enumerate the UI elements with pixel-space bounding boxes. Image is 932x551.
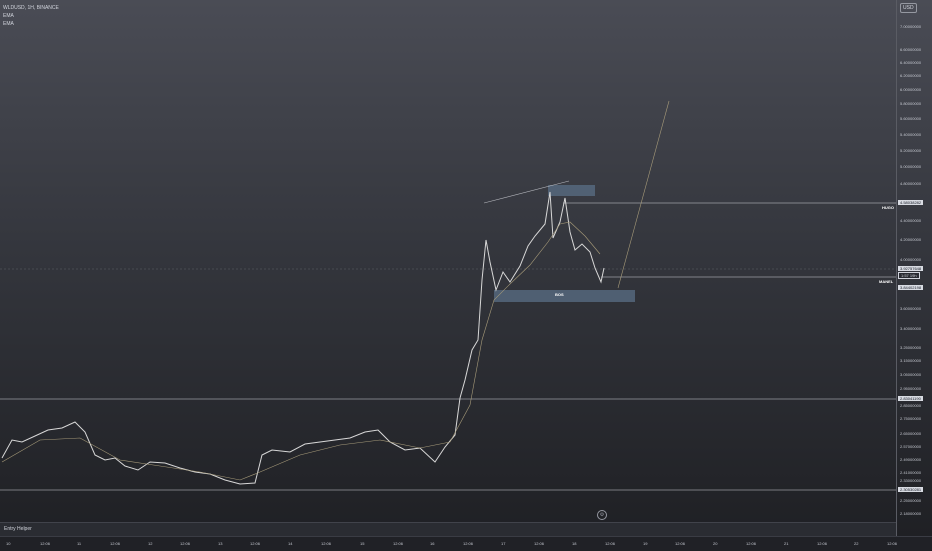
ema-indicator-2[interactable]: EMA [3, 21, 14, 27]
countdown-tag: 1:57 19h [898, 272, 920, 279]
price-tick: 2.57000000 [900, 444, 922, 449]
price-tag-low: 2.30530281 [898, 487, 924, 492]
price-tick: 2.41000000 [900, 470, 922, 475]
time-label: 14 [288, 541, 293, 546]
price-tick: 5.00000000 [900, 164, 922, 169]
time-label: 12 [148, 541, 153, 546]
time-label: 21 [784, 541, 789, 546]
time-label: 13 [218, 541, 223, 546]
time-label: 12:06 [887, 541, 898, 546]
price-tick: 3.25000000 [900, 345, 922, 350]
supply-zone [548, 185, 595, 196]
time-label: 12:06 [40, 541, 51, 546]
time-label: 12:06 [110, 541, 121, 546]
time-label: 12:06 [321, 541, 332, 546]
time-label: 12:06 [463, 541, 474, 546]
price-tick: 6.60000000 [900, 47, 922, 52]
time-label: 12:06 [605, 541, 616, 546]
price-tick: 6.00000000 [900, 87, 922, 92]
time-label: 19 [643, 541, 648, 546]
currency-button[interactable]: USD [900, 3, 917, 13]
price-tick: 2.49000000 [900, 457, 922, 462]
chart-legend: WLDUSD, 1H, BINANCE EMA EMA [3, 4, 59, 28]
price-tick: 3.40000000 [900, 326, 922, 331]
ema-indicator-1[interactable]: EMA [3, 13, 14, 19]
price-tick: 6.20000000 [900, 73, 922, 78]
time-label: 11 [77, 541, 82, 546]
price-tick: 4.80000000 [900, 181, 922, 186]
time-label: 10 [6, 541, 11, 546]
price-tick: 5.40000000 [900, 132, 922, 137]
time-label: 12:06 [534, 541, 545, 546]
time-label: 22 [854, 541, 859, 546]
price-tick: 5.80000000 [900, 101, 922, 106]
price-scale[interactable] [896, 0, 932, 536]
price-tick: 4.40000000 [900, 218, 922, 223]
price-tag-high: 4.58038282 [898, 200, 924, 205]
time-axis[interactable]: 10 12:06 11 12:06 12 12:06 13 12:06 14 1… [0, 536, 932, 551]
price-tick: 3.15000000 [900, 358, 922, 363]
price-tick: 5.20000000 [900, 148, 922, 153]
time-label: 12:06 [250, 541, 261, 546]
price-tick: 5.60000000 [900, 116, 922, 121]
price-tick: 2.65000000 [900, 431, 922, 436]
projection-line [617, 100, 670, 289]
price-tick: 3.60000000 [900, 306, 922, 311]
price-tick: 2.25000000 [900, 498, 922, 503]
price-tick: 4.20000000 [900, 237, 922, 242]
bos-label: BOS [555, 292, 564, 297]
price-tick: 7.00000000 [900, 24, 922, 29]
hugo-label: HUGO [882, 205, 894, 210]
price-tick: 2.18000000 [900, 511, 922, 516]
price-tag-manel: 3.84402198 [898, 285, 924, 290]
time-label: 12:06 [180, 541, 191, 546]
time-label: 18 [572, 541, 577, 546]
indicator-panel: Entry Helper [0, 522, 896, 537]
time-label: 12:06 [675, 541, 686, 546]
price-tick: 2.33000000 [900, 478, 922, 483]
price-tick: 2.75000000 [900, 416, 922, 421]
price-tick: 3.05000000 [900, 372, 922, 377]
price-tag-mid: 2.83041190 [898, 396, 923, 401]
time-label: 17 [501, 541, 506, 546]
price-tag-current: 3.92757648 [898, 266, 924, 271]
time-label: 15 [360, 541, 365, 546]
time-label: 16 [430, 541, 435, 546]
price-tick: 4.00000000 [900, 257, 922, 262]
price-tick: 2.95000000 [900, 386, 922, 391]
time-label: 12:06 [746, 541, 757, 546]
price-tick: 2.85000000 [900, 403, 922, 408]
time-label: 12:06 [817, 541, 828, 546]
time-label: 20 [713, 541, 718, 546]
chart-canvas[interactable] [0, 0, 896, 522]
trend-line [483, 180, 570, 204]
price-path [1, 191, 605, 485]
symbol-title[interactable]: WLDUSD, 1H, BINANCE [3, 5, 59, 11]
ema-line [1, 221, 601, 481]
panel-label[interactable]: Entry Helper [4, 526, 32, 532]
settings-gear-icon[interactable]: ⚙ [597, 510, 607, 520]
price-tick: 6.40000000 [900, 60, 922, 65]
manel-label: MANEL [879, 279, 894, 284]
time-label: 12:06 [393, 541, 404, 546]
bos-zone [494, 290, 635, 302]
